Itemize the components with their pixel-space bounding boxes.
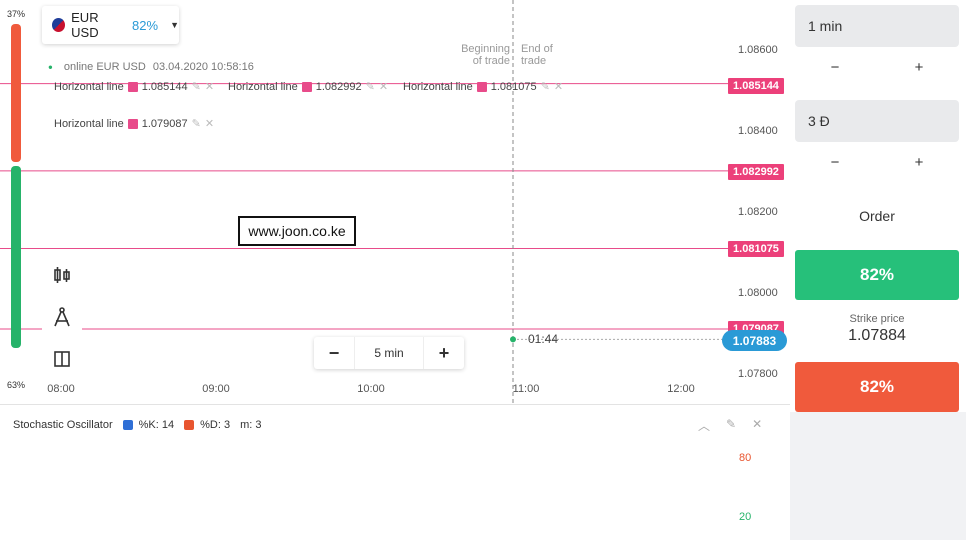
duration-value: 1 min	[808, 18, 843, 34]
strike-label: Strike price	[849, 313, 905, 325]
candle-type-button[interactable]	[42, 256, 82, 294]
right-panel-lower-bg	[790, 412, 966, 540]
close-icon[interactable]: ✕	[553, 81, 564, 93]
y-tick-label: 1.07800	[738, 368, 778, 380]
k-label: %K: 14	[138, 419, 175, 431]
timeframe-minus-button[interactable]: −	[328, 342, 340, 363]
hline-label-text: Horizontal line	[403, 80, 473, 93]
close-icon[interactable]: ✕	[752, 417, 763, 431]
pencil-icon[interactable]: ✎	[191, 81, 201, 93]
close-icon[interactable]: ✕	[204, 81, 215, 93]
x-tick-label: 11:00	[513, 383, 540, 395]
price-tag-1: 1.085144	[728, 78, 784, 94]
color-swatch-icon	[127, 118, 138, 129]
amount-field[interactable]: 3 Đ	[795, 100, 959, 142]
duration-minus-button[interactable]: −	[795, 52, 875, 82]
d-swatch-icon	[184, 420, 195, 430]
indicator-header: Stochastic Oscillator %K: 14 %D: 3 m: 3	[13, 419, 262, 431]
color-swatch-icon	[127, 81, 138, 92]
hline-label-3[interactable]: Horizontal line 1.081075 ✎ ✕	[403, 80, 564, 94]
close-icon[interactable]: ✕	[204, 118, 215, 130]
order-button[interactable]: Order	[795, 196, 959, 236]
sentiment-up-bar	[11, 166, 21, 348]
amount-plus-button[interactable]: +	[879, 147, 959, 177]
price-tag-3: 1.081075	[728, 241, 784, 257]
countdown-timer: 01:44	[528, 332, 559, 346]
x-tick-label: 10:00	[357, 383, 385, 395]
sentiment-down-bar	[11, 24, 21, 162]
end-of-trade-label: End of trade	[521, 43, 553, 67]
amount-minus-button[interactable]: −	[795, 147, 875, 177]
timeframe-control: − 5 min +	[314, 337, 464, 369]
timeframe-value: 5 min	[354, 337, 424, 369]
duration-plus-button[interactable]: +	[879, 52, 959, 82]
color-swatch-icon	[476, 81, 487, 92]
online-label: online EUR USD	[63, 61, 146, 73]
put-button[interactable]: 82%	[795, 362, 959, 412]
color-swatch-icon	[301, 81, 312, 92]
asset-payout: 82%	[132, 17, 159, 33]
duration-field[interactable]: 1 min	[795, 5, 959, 47]
hline-label-1[interactable]: Horizontal line 1.085144 ✎ ✕	[54, 80, 215, 94]
indicator-controls: ︿ ✎ ✕	[698, 417, 762, 434]
call-button[interactable]: 82%	[795, 250, 959, 300]
sentiment-bottom-pct: 63%	[7, 380, 26, 390]
hline-label-text: Horizontal line	[228, 80, 298, 93]
price-tag-2: 1.082992	[728, 164, 784, 180]
indicator-name: Stochastic Oscillator	[13, 419, 113, 431]
current-price-tag: 1.07883	[722, 330, 787, 351]
strike-box: Strike price 1.07884	[795, 305, 959, 357]
hline-label-text: Horizontal line	[54, 117, 124, 130]
compass-icon	[54, 307, 70, 327]
beginning-of-trade-label: Beginning of trade	[461, 43, 510, 67]
hline-value: 1.082992	[315, 80, 362, 93]
y-tick-label: 1.08000	[738, 287, 778, 299]
pencil-icon[interactable]: ✎	[191, 118, 201, 130]
timestamp: 03.04.2020 10:58:16	[152, 61, 254, 73]
hline-value: 1.085144	[141, 80, 188, 93]
collapse-icon[interactable]: ︿	[698, 419, 711, 433]
chevron-down-icon: ▼	[170, 20, 179, 30]
asset-selector[interactable]: EUR USD 82% ▼	[42, 6, 179, 44]
level-20-label: 20	[739, 511, 752, 523]
asset-name: EUR USD	[71, 10, 99, 40]
timeframe-plus-button[interactable]: +	[438, 342, 450, 363]
amount-value: 3 Đ	[808, 113, 830, 129]
y-tick-label: 1.08600	[738, 44, 778, 56]
flag-icon	[52, 18, 66, 32]
hline-value: 1.081075	[490, 80, 537, 93]
pencil-icon[interactable]: ✎	[365, 81, 375, 93]
pencil-icon[interactable]: ✎	[726, 417, 737, 431]
watermark-box: www.joon.co.ke	[238, 216, 356, 246]
split-screen-icon	[54, 351, 70, 367]
x-tick-label: 12:00	[667, 383, 695, 395]
pencil-icon[interactable]: ✎	[540, 81, 550, 93]
candlestick-icon	[54, 267, 70, 283]
m-label: m: 3	[240, 419, 262, 431]
online-dot-icon: ●	[48, 62, 53, 72]
close-icon[interactable]: ✕	[378, 81, 389, 93]
sentiment-top-pct: 37%	[7, 9, 26, 19]
drawing-tools-button[interactable]	[42, 298, 82, 336]
current-price-dot	[510, 336, 516, 343]
hline-value: 1.079087	[141, 117, 188, 130]
hline-label-2[interactable]: Horizontal line 1.082992 ✎ ✕	[228, 80, 389, 94]
x-tick-label: 08:00	[47, 383, 75, 395]
d-label: %D: 3	[200, 419, 231, 431]
strike-value: 1.07884	[848, 327, 906, 344]
k-swatch-icon	[122, 420, 133, 430]
hline-label-text: Horizontal line	[54, 80, 124, 93]
online-status: ● online EUR USD 03.04.2020 10:58:16	[48, 61, 254, 73]
x-tick-label: 09:00	[202, 383, 230, 395]
y-tick-label: 1.08200	[738, 206, 778, 218]
sentiment-bar	[11, 20, 21, 350]
level-80-label: 80	[739, 452, 752, 464]
hline-label-4[interactable]: Horizontal line 1.079087 ✎ ✕	[54, 117, 215, 131]
y-tick-label: 1.08400	[738, 125, 778, 137]
layout-button[interactable]	[42, 340, 82, 378]
